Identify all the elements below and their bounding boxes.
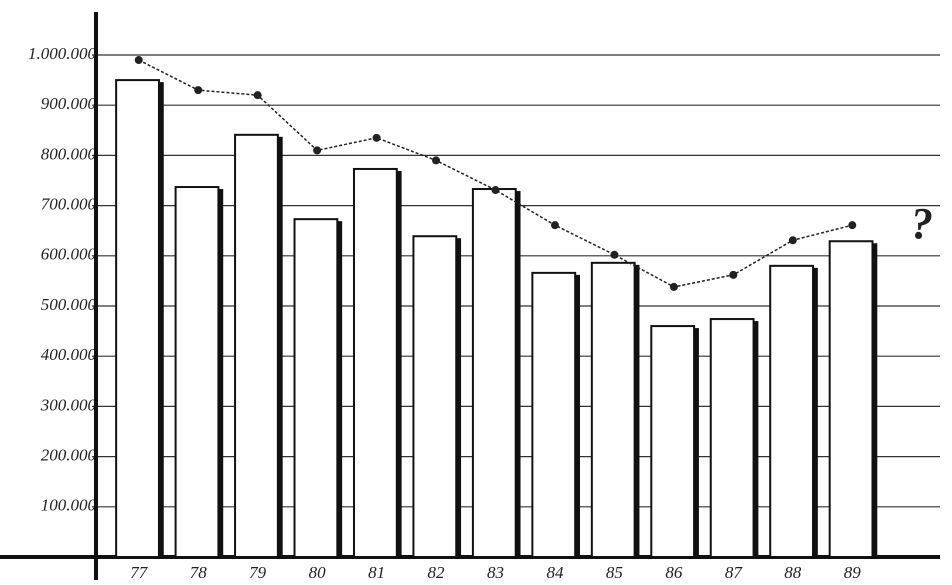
y-tick-label: 300.000 — [40, 395, 97, 414]
line-point — [848, 221, 856, 229]
x-tick-label: 78 — [190, 563, 208, 582]
y-tick-label: 200.000 — [41, 446, 97, 465]
line-point — [729, 271, 737, 279]
bar — [176, 187, 219, 557]
line-point — [313, 146, 321, 154]
y-tick-label: 900.000 — [41, 94, 97, 113]
bar — [235, 135, 278, 557]
x-tick-label: 88 — [784, 563, 802, 582]
line-point — [670, 283, 678, 291]
x-tick-label: 80 — [309, 563, 327, 582]
y-tick-label: 1.000.000 — [28, 44, 97, 63]
bar — [413, 236, 456, 557]
bar — [770, 266, 813, 557]
y-tick-label: 800.000 — [41, 144, 97, 163]
y-tick-label: 400.000 — [41, 345, 97, 364]
line-point — [492, 186, 500, 194]
line-point — [254, 91, 262, 99]
x-tick-label: 81 — [368, 563, 385, 582]
x-tick-label: 83 — [487, 563, 504, 582]
y-tick-label: 100.000 — [41, 496, 97, 515]
line-point — [432, 156, 440, 164]
y-tick-label: 600.000 — [41, 245, 97, 264]
x-tick-label: 79 — [249, 563, 267, 582]
y-tick-label: 700.000 — [41, 195, 97, 214]
x-tick-label: 77 — [130, 563, 149, 582]
y-tick-label: 500.000 — [41, 295, 97, 314]
x-tick-label: 87 — [725, 563, 744, 582]
line-point — [373, 134, 381, 142]
x-tick-label: 82 — [428, 563, 446, 582]
line-point — [135, 56, 143, 64]
line-point — [789, 236, 797, 244]
bar — [830, 241, 873, 557]
bar — [473, 189, 516, 557]
bar — [295, 219, 338, 557]
line-point — [194, 86, 202, 94]
annotation: ? — [911, 199, 933, 248]
chart: ? 100.000 200.000 300.000 400.000 500.000 600… — [0, 0, 952, 585]
bar — [711, 319, 754, 557]
line-point — [551, 221, 559, 229]
bar — [532, 273, 575, 557]
x-tick-label: 84 — [546, 563, 564, 582]
bar — [651, 326, 694, 557]
line-point — [610, 251, 618, 259]
bar — [354, 169, 397, 557]
x-tick-label: 89 — [844, 563, 862, 582]
x-tick-label: 85 — [606, 563, 623, 582]
bar — [592, 263, 635, 557]
x-tick-label: 86 — [665, 563, 683, 582]
bar — [116, 80, 159, 557]
